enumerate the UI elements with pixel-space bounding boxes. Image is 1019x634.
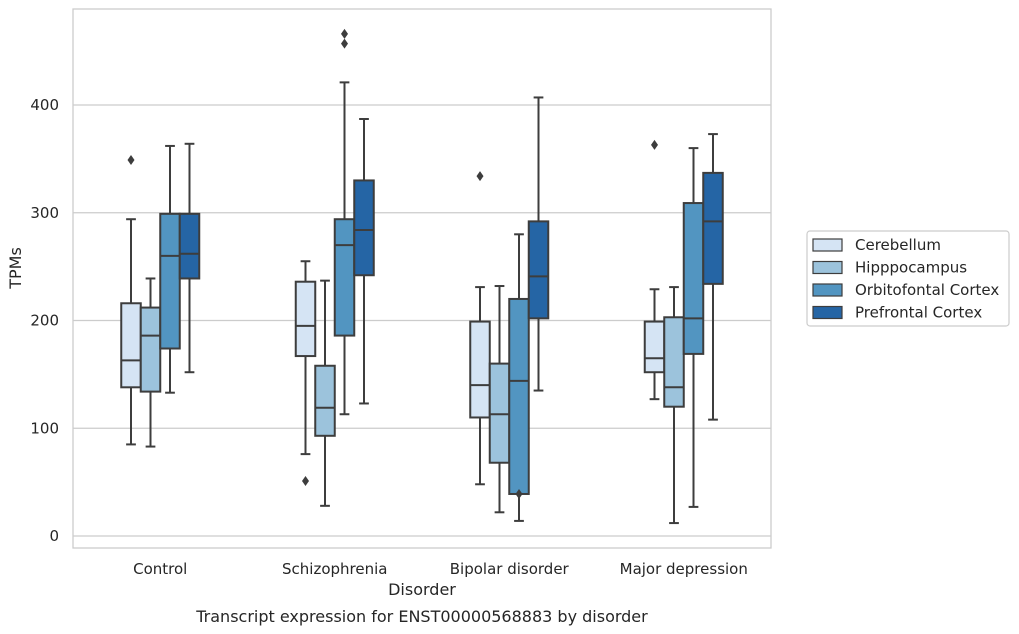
box-iqr	[527, 220, 550, 320]
legend-label: Orbitofontal Cortex	[855, 281, 999, 299]
box-iqr	[353, 179, 375, 277]
box-prefrontal-cortex	[702, 133, 724, 421]
y-tick-label: 400	[30, 96, 59, 114]
box-iqr	[508, 297, 530, 495]
legend-label: Hipppocampus	[855, 259, 967, 277]
x-tick-label: Bipolar disorder	[450, 560, 570, 578]
box-iqr	[294, 280, 317, 358]
box-cerebellum	[643, 139, 666, 401]
y-tick-label: 0	[49, 527, 59, 545]
outlier-point	[341, 28, 348, 39]
box-prefrontal-cortex	[527, 96, 550, 392]
x-tick-label: Control	[133, 560, 187, 578]
x-tick-label: Major depression	[620, 560, 748, 578]
outlier-point	[302, 476, 309, 487]
box-iqr	[702, 171, 724, 285]
box-cerebellum	[294, 260, 317, 487]
legend: Cerebellum Hipppocampus Orbitofontal Corte…	[806, 230, 1010, 327]
legend-swatch	[812, 283, 843, 297]
legend-label: Cerebellum	[855, 236, 941, 254]
box-orbitofontal-cortex	[159, 144, 181, 394]
x-axis-title: Disorder	[388, 580, 456, 599]
outlier-point	[127, 154, 135, 165]
legend-frame	[806, 230, 1010, 327]
x-tick-label: Schizophrenia	[282, 560, 387, 578]
box-orbitofontal-cortex	[682, 147, 705, 508]
box-iqr	[643, 320, 666, 374]
box-orbitofontal-cortex	[508, 233, 530, 522]
x-tick-labels: Control Schizophrenia Bipolar disorder Majo…	[133, 560, 748, 578]
y-axis-title: TPMs	[6, 247, 25, 290]
box-iqr	[159, 212, 181, 350]
box-iqr	[314, 364, 336, 437]
box-hipppocampus	[663, 286, 685, 525]
boxes	[120, 28, 724, 525]
box-iqr	[139, 306, 162, 393]
outlier-point	[515, 488, 523, 499]
box-prefrontal-cortex	[178, 142, 201, 374]
box-hipppocampus	[139, 277, 162, 448]
box-iqr	[178, 212, 201, 280]
y-tick-labels: 0 100 200 300 400	[30, 96, 59, 545]
box-iqr	[488, 362, 511, 464]
outlier-point	[476, 171, 484, 182]
outlier-point	[651, 139, 658, 150]
box-prefrontal-cortex	[353, 118, 375, 405]
y-tick-label: 100	[30, 419, 59, 437]
legend-label: Prefrontal Cortex	[855, 304, 982, 322]
plot-frame	[72, 8, 772, 549]
box-iqr	[682, 202, 705, 355]
box-iqr	[663, 316, 685, 408]
legend-swatch	[812, 238, 843, 252]
chart-caption: Transcript expression for ENST0000056888…	[195, 607, 648, 626]
outlier-point	[341, 38, 348, 49]
box-hipppocampus	[314, 279, 336, 507]
y-tick-label: 200	[30, 312, 59, 330]
box-iqr	[469, 320, 491, 419]
box-cerebellum	[469, 171, 491, 486]
legend-swatch	[812, 260, 843, 275]
box-orbitofontal-cortex	[333, 28, 356, 416]
box-cerebellum	[120, 154, 142, 446]
box-iqr	[120, 302, 142, 389]
y-tick-label: 300	[30, 204, 59, 222]
box-iqr	[333, 218, 356, 337]
legend-swatch	[812, 305, 843, 320]
